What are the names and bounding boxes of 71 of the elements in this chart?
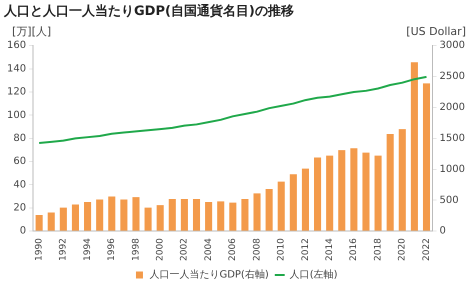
bar [60, 208, 67, 231]
x-tick-label: 2004 [204, 238, 214, 261]
bar [144, 208, 152, 231]
bar [362, 152, 370, 231]
y2-tick-label: 3000 [440, 40, 466, 52]
x-tick-label: 2002 [180, 238, 190, 261]
bar [48, 212, 55, 231]
bar [156, 205, 164, 231]
bar [422, 83, 430, 231]
y2-tick-label: 500 [440, 194, 459, 206]
bar [302, 168, 309, 231]
bar [241, 198, 248, 231]
bar [326, 156, 334, 231]
y-tick-label: 0 [20, 226, 26, 237]
bar [398, 129, 406, 231]
y-tick-label: 80 [13, 132, 26, 144]
bar [338, 150, 346, 231]
legend-label: 人口一人当たりGDP(右軸) [149, 268, 269, 281]
bar [350, 148, 358, 231]
bar [290, 174, 297, 231]
bar [132, 197, 140, 231]
bar [192, 198, 200, 231]
bar [410, 62, 418, 231]
y2-tick-label: 2500 [440, 71, 466, 82]
x-tick-label: 2006 [228, 238, 238, 261]
y2-tick-label: 1500 [440, 132, 466, 144]
x-tick-label: 2000 [156, 238, 166, 261]
x-tick-label: 2016 [349, 238, 360, 261]
y2-tick-label: 0 [440, 226, 446, 237]
bar [374, 156, 382, 231]
bar [168, 198, 176, 231]
bar [217, 201, 224, 231]
bar [278, 182, 285, 231]
y2-tick-label: 2000 [440, 102, 466, 114]
y2-axis-title: [US Dollar] [406, 24, 466, 38]
x-tick-label: 1990 [34, 238, 44, 261]
chart-title: 人口と人口一人当たりGDP(自国通貨名目)の推移 [3, 3, 294, 20]
bar [84, 202, 92, 231]
bar [120, 200, 128, 231]
y2-tick-label: 1000 [440, 164, 466, 175]
bar [386, 134, 394, 231]
y-tick-label: 60 [13, 156, 26, 168]
bar [108, 196, 116, 231]
x-tick-label: 2008 [252, 238, 262, 261]
x-tick-label: 2020 [398, 238, 408, 261]
y-tick-label: 120 [6, 86, 26, 98]
y-tick-label: 40 [13, 179, 26, 190]
x-tick-label: 2010 [276, 238, 287, 261]
x-tick-label: 2012 [300, 238, 311, 261]
bar [253, 193, 261, 231]
y-tick-label: 140 [6, 63, 26, 74]
bar [36, 215, 43, 231]
bar [229, 202, 236, 231]
x-tick-label: 2014 [325, 238, 335, 261]
bar [314, 158, 322, 231]
x-tick-label: 2018 [373, 238, 384, 261]
bar [180, 198, 188, 231]
legend-label: 人口(左軸) [290, 268, 338, 281]
bar [72, 204, 79, 231]
bar [96, 200, 104, 231]
bar [205, 202, 212, 231]
x-tick-label: 1992 [58, 238, 69, 261]
y-tick-label: 20 [13, 202, 26, 214]
x-tick-label: 1996 [107, 238, 118, 261]
y-tick-label: 160 [6, 40, 26, 52]
x-tick-label: 2022 [422, 238, 432, 261]
y-axis-title: [万][人] [12, 24, 52, 38]
y-tick-label: 100 [6, 110, 26, 121]
bar [266, 189, 273, 231]
x-tick-label: 1994 [82, 238, 93, 261]
x-tick-label: 1998 [131, 238, 142, 261]
